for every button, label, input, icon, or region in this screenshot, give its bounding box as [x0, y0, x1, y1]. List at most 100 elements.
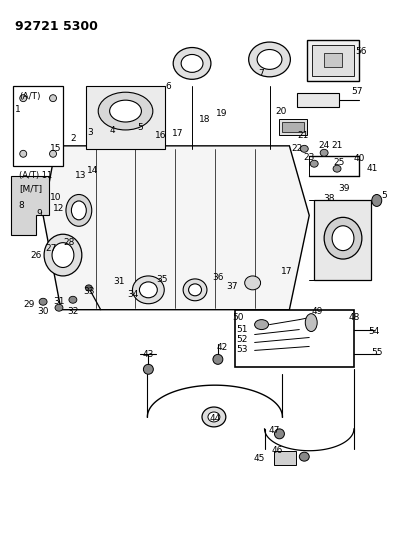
- Text: 10: 10: [50, 193, 62, 202]
- Text: 20: 20: [275, 107, 286, 116]
- Ellipse shape: [244, 276, 260, 290]
- Ellipse shape: [39, 298, 47, 305]
- Text: 7: 7: [258, 69, 264, 78]
- Ellipse shape: [49, 95, 57, 102]
- Bar: [297, 93, 338, 107]
- Ellipse shape: [55, 304, 63, 311]
- Bar: [234, 310, 353, 367]
- Ellipse shape: [98, 92, 152, 130]
- Text: 5: 5: [380, 191, 386, 200]
- Polygon shape: [11, 176, 49, 235]
- Ellipse shape: [109, 100, 141, 122]
- Ellipse shape: [66, 195, 91, 227]
- Text: 2: 2: [70, 134, 75, 143]
- Text: 45: 45: [253, 454, 265, 463]
- Text: 53: 53: [235, 345, 247, 354]
- Text: 50: 50: [231, 313, 243, 322]
- Text: (A/T): (A/T): [19, 92, 41, 101]
- Bar: [279, 119, 306, 135]
- Polygon shape: [13, 86, 63, 166]
- Text: 8: 8: [18, 201, 24, 210]
- Ellipse shape: [319, 149, 327, 156]
- Text: 19: 19: [216, 109, 227, 118]
- Ellipse shape: [173, 47, 211, 79]
- Polygon shape: [314, 200, 370, 280]
- Ellipse shape: [299, 452, 308, 461]
- Text: 38: 38: [322, 194, 334, 203]
- Bar: [323, 53, 341, 67]
- Bar: [306, 39, 358, 82]
- Text: 25: 25: [332, 158, 344, 167]
- Ellipse shape: [310, 160, 318, 167]
- Text: 41: 41: [365, 164, 377, 173]
- Ellipse shape: [181, 54, 203, 72]
- Text: 52: 52: [235, 335, 247, 344]
- Text: 27: 27: [45, 244, 57, 253]
- Text: 33: 33: [83, 287, 94, 296]
- Ellipse shape: [274, 429, 284, 439]
- Text: 4: 4: [109, 126, 115, 135]
- Text: 40: 40: [352, 154, 364, 163]
- Text: 31: 31: [113, 277, 124, 286]
- Ellipse shape: [188, 284, 201, 296]
- Text: 3: 3: [87, 128, 92, 138]
- Text: 92721 5300: 92721 5300: [15, 20, 98, 33]
- Bar: [312, 45, 353, 76]
- Text: 15: 15: [50, 144, 62, 154]
- Text: 30: 30: [37, 307, 49, 316]
- Ellipse shape: [69, 296, 77, 303]
- Bar: [282, 122, 304, 132]
- Text: 26: 26: [30, 251, 42, 260]
- Text: (A/T) 11: (A/T) 11: [19, 171, 53, 180]
- Text: 17: 17: [280, 268, 292, 277]
- Text: 48: 48: [347, 313, 359, 322]
- Text: 55: 55: [370, 348, 382, 357]
- Text: [M/T]: [M/T]: [19, 184, 42, 193]
- Ellipse shape: [183, 279, 207, 301]
- Text: 37: 37: [225, 282, 237, 292]
- Ellipse shape: [213, 354, 222, 365]
- Text: 44: 44: [209, 415, 220, 423]
- Text: 6: 6: [165, 82, 171, 91]
- Text: 13: 13: [75, 171, 86, 180]
- Text: 56: 56: [354, 47, 366, 56]
- Ellipse shape: [20, 150, 26, 157]
- Text: 32: 32: [67, 307, 78, 316]
- Text: 31: 31: [53, 297, 65, 306]
- Text: 23: 23: [303, 154, 314, 162]
- Ellipse shape: [257, 50, 281, 69]
- Polygon shape: [43, 146, 308, 310]
- Ellipse shape: [332, 165, 340, 172]
- Text: 29: 29: [23, 300, 35, 309]
- Text: 18: 18: [199, 115, 210, 124]
- Polygon shape: [85, 86, 165, 149]
- Text: 35: 35: [156, 276, 168, 285]
- Ellipse shape: [139, 282, 157, 298]
- Text: 51: 51: [235, 325, 247, 334]
- Ellipse shape: [201, 407, 225, 427]
- Ellipse shape: [52, 243, 74, 268]
- Ellipse shape: [143, 365, 153, 374]
- Text: 17: 17: [172, 130, 183, 139]
- Ellipse shape: [371, 195, 381, 206]
- Ellipse shape: [49, 150, 57, 157]
- Ellipse shape: [71, 201, 86, 220]
- Text: 9: 9: [36, 209, 42, 218]
- Ellipse shape: [207, 412, 219, 422]
- Ellipse shape: [85, 285, 92, 291]
- Ellipse shape: [331, 226, 353, 251]
- Text: 21: 21: [297, 132, 308, 140]
- Bar: [274, 451, 296, 465]
- Ellipse shape: [323, 217, 361, 259]
- Text: 49: 49: [311, 307, 322, 316]
- Text: 46: 46: [271, 446, 282, 455]
- Text: 12: 12: [53, 204, 65, 213]
- Text: 39: 39: [337, 184, 349, 193]
- Ellipse shape: [44, 234, 82, 276]
- Text: 57: 57: [350, 87, 362, 96]
- Text: 47: 47: [268, 426, 279, 435]
- Text: 1: 1: [15, 104, 21, 114]
- Ellipse shape: [300, 146, 308, 152]
- Ellipse shape: [254, 320, 268, 329]
- Text: 42: 42: [216, 343, 227, 352]
